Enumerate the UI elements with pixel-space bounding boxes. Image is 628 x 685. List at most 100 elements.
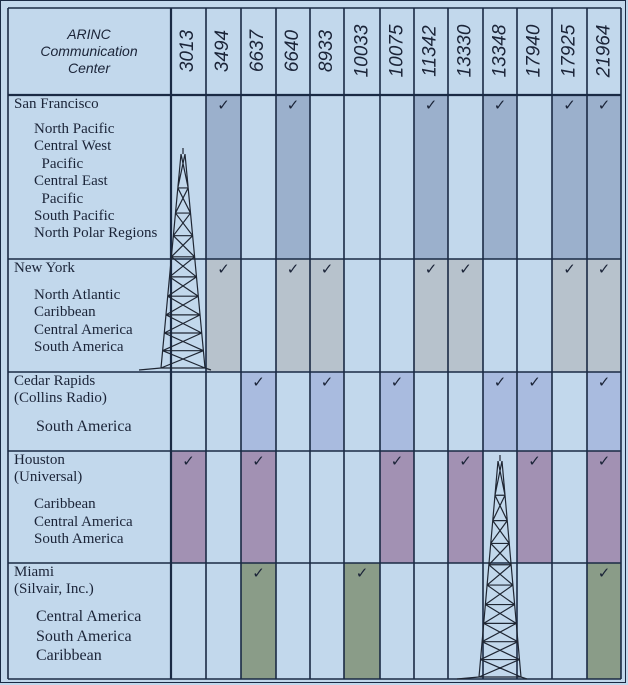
shaded-cell [552, 259, 587, 372]
frequency-header: 21964 [587, 8, 621, 94]
frequency-label: 3494 [212, 29, 234, 73]
shaded-cell [483, 95, 517, 259]
frequency-label: 17925 [558, 24, 580, 78]
communication-center-name: Miami [14, 564, 54, 580]
frequency-header: 10033 [344, 8, 380, 94]
frequency-check-mark: ✓ [320, 260, 334, 278]
shaded-cell [587, 372, 621, 451]
shaded-cell [276, 95, 310, 259]
shaded-cell [206, 95, 241, 259]
frequency-check-mark: ✓ [390, 452, 404, 470]
frequency-label: 10033 [351, 24, 372, 78]
shaded-cell [587, 451, 621, 563]
shaded-cell [414, 95, 448, 259]
coverage-region: Pacific [34, 155, 84, 172]
frequency-header: 3494 [206, 8, 241, 94]
shaded-cell [171, 451, 206, 563]
frequency-header: 17940 [517, 8, 552, 94]
communication-center-name: Houston [14, 452, 65, 468]
frequency-check-mark: ✓ [493, 373, 507, 391]
shaded-cell [276, 259, 310, 372]
frequency-check-mark: ✓ [459, 260, 472, 278]
header-title-line: Communication [40, 42, 138, 59]
frequency-label: 8933 [316, 29, 337, 73]
coverage-region: South America [34, 339, 124, 356]
frequency-check-mark: ✓ [597, 564, 611, 582]
frequency-header: 3013 [171, 8, 206, 94]
coverage-region: South Pacific [34, 208, 115, 224]
shaded-cell [483, 372, 517, 451]
radio-tower-icon [138, 148, 212, 371]
frequency-check-mark: ✓ [597, 260, 611, 278]
coverage-region: North Pacific [34, 121, 115, 137]
frequency-check-mark: ✓ [286, 96, 300, 114]
frequency-check-mark: ✓ [563, 260, 576, 278]
coverage-region: Caribbean [34, 304, 96, 321]
communication-center-name: (Universal) [14, 468, 83, 485]
frequency-check-mark: ✓ [597, 96, 611, 114]
coverage-region: North Atlantic [34, 287, 121, 303]
communication-center-name: New York [14, 260, 75, 276]
frequency-label: 6637 [247, 29, 269, 73]
header-title-line: Center [67, 59, 110, 76]
frequency-check-mark: ✓ [424, 96, 438, 114]
shaded-cell [310, 372, 344, 451]
shaded-cell [206, 259, 241, 372]
frequency-check-mark: ✓ [528, 452, 541, 470]
frequency-check-mark: ✓ [563, 96, 576, 114]
frequency-label: 17940 [523, 24, 545, 78]
frequency-check-mark: ✓ [252, 564, 265, 582]
table-header-title: ARINC Communication Center [8, 8, 170, 94]
shaded-cell [380, 372, 414, 451]
frequency-check-mark: ✓ [528, 373, 541, 391]
frequency-header: 10075 [380, 8, 414, 94]
frequency-check-mark: ✓ [286, 260, 300, 278]
frequency-check-mark: ✓ [355, 564, 369, 582]
shaded-cell [310, 259, 344, 372]
coverage-region: Pacific [34, 190, 84, 207]
frequency-header: 6640 [276, 8, 310, 94]
frequency-header: 13330 [448, 8, 483, 94]
communication-center-name: (Collins Radio) [14, 389, 107, 406]
shaded-cell [448, 451, 483, 563]
header-title-line: ARINC [67, 25, 111, 42]
frequency-check-mark: ✓ [182, 452, 195, 470]
frequency-header: 11342 [414, 8, 448, 94]
shaded-cell [517, 372, 552, 451]
shaded-cell [414, 259, 448, 372]
frequency-label: 10075 [386, 24, 407, 78]
shaded-cell [241, 451, 276, 563]
frequency-header: 13348 [483, 8, 517, 94]
communication-center-name: Cedar Rapids [14, 373, 96, 389]
frequency-label: 3013 [177, 29, 199, 73]
frequency-check-mark: ✓ [252, 373, 265, 391]
shaded-cell [380, 451, 414, 563]
frequency-label: 13330 [454, 24, 476, 78]
frequency-check-mark: ✓ [597, 373, 611, 391]
shaded-cell [241, 563, 276, 679]
frequency-header: 8933 [310, 8, 344, 94]
frequency-header: 6637 [241, 8, 276, 94]
shaded-cell [344, 563, 380, 679]
radio-tower-icon [456, 455, 528, 680]
shaded-cell [552, 95, 587, 259]
frequency-label: 11342 [420, 25, 441, 77]
shaded-cell [517, 451, 552, 563]
coverage-region: Central East [34, 173, 108, 190]
coverage-region: Caribbean [34, 496, 96, 512]
shaded-cell [241, 372, 276, 451]
frequency-check-mark: ✓ [217, 96, 230, 114]
frequency-check-mark: ✓ [424, 260, 438, 278]
coverage-region: Caribbean [36, 647, 102, 664]
frequency-check-mark: ✓ [217, 260, 230, 278]
coverage-region: Central America [36, 608, 142, 625]
frequency-check-mark: ✓ [459, 452, 472, 470]
coverage-region: South America [34, 531, 124, 548]
coverage-region: Central America [34, 321, 133, 338]
shaded-cell [587, 259, 621, 372]
frequency-check-mark: ✓ [320, 373, 334, 391]
communication-center-name: (Silvair, Inc.) [14, 580, 94, 597]
frequency-check-mark: ✓ [597, 452, 611, 470]
